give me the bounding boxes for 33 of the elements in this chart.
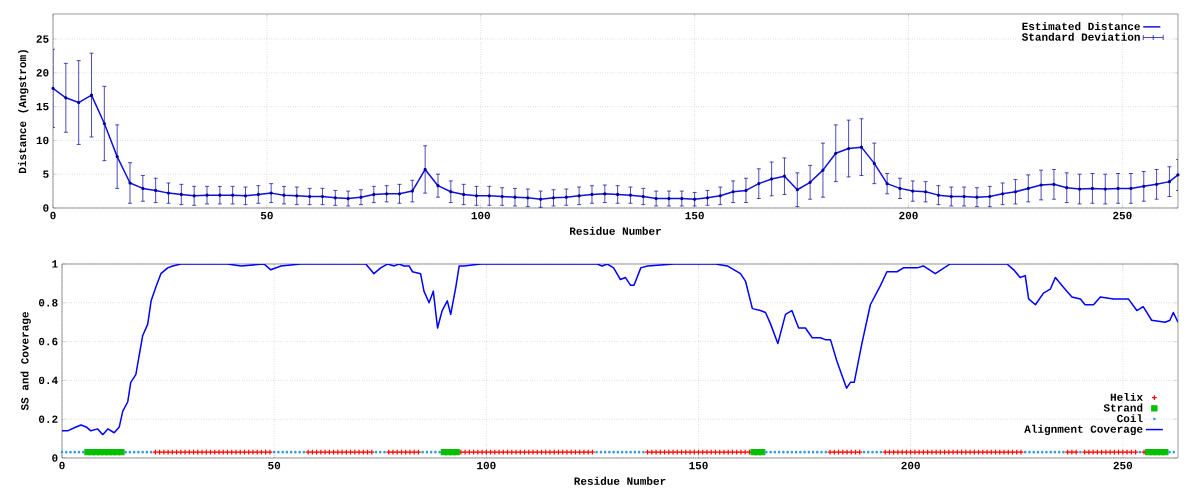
- x-tick-label: 250: [1113, 211, 1132, 220]
- legend-label: Helix: [1110, 392, 1143, 401]
- x-tick-label: 50: [268, 461, 281, 470]
- x-tick-label: 100: [471, 211, 491, 220]
- x-tick-label: 150: [685, 211, 704, 220]
- y-tick-label: 0: [43, 204, 49, 212]
- legend-label: Alignment Coverage: [1024, 424, 1143, 436]
- x-tick-label: 0: [59, 461, 65, 470]
- y-tick-label: 15: [36, 102, 49, 111]
- legend-label: Estimated Distance: [1022, 22, 1140, 31]
- y-tick-label: 25: [36, 35, 49, 43]
- y-tick-label: 0.2: [38, 415, 58, 423]
- x-tick-label: 250: [1113, 461, 1133, 470]
- x-tick-label: 50: [260, 211, 273, 220]
- y-tick-label: 0: [52, 454, 58, 462]
- y-tick-label: 5: [43, 170, 49, 178]
- x-tick-label: 150: [689, 461, 708, 470]
- legend-label: Standard Deviation: [1021, 32, 1140, 41]
- y-tick-label: 1: [52, 260, 58, 268]
- y-tick-label: 0.6: [38, 337, 58, 346]
- x-tick-label: 100: [477, 461, 496, 470]
- y-tick-label: 0.8: [38, 299, 58, 307]
- x-axis-title: Residue Number: [570, 226, 661, 235]
- x-tick-label: 200: [901, 461, 920, 470]
- y-axis-title: SS and Coverage: [20, 312, 31, 411]
- legend-label: Strand: [1103, 403, 1143, 412]
- y-tick-label: 0.4: [38, 376, 58, 385]
- y-axis-title: Distance (Angstrom): [18, 50, 29, 173]
- y-tick-label: 20: [36, 69, 49, 77]
- x-axis-title: Residue Number: [574, 476, 666, 485]
- x-tick-label: 200: [899, 211, 918, 220]
- y-tick-label: 10: [36, 136, 49, 145]
- legend-label: Coil: [1117, 414, 1143, 423]
